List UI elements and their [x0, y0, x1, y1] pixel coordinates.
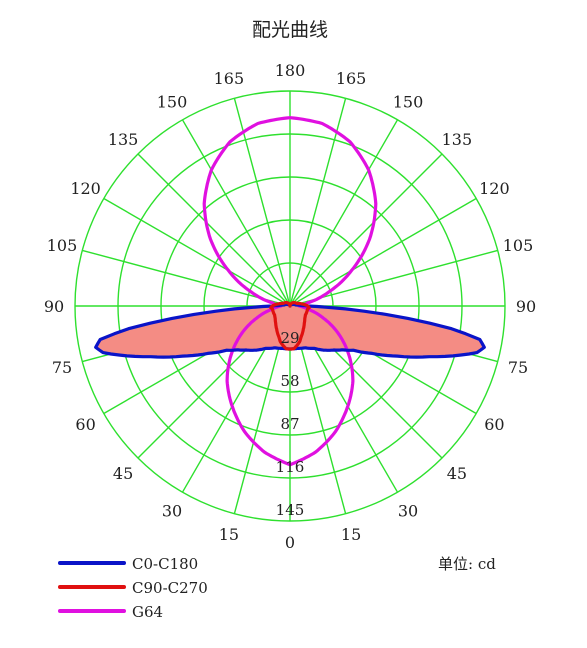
- legend-label: G64: [132, 603, 163, 621]
- ring-label: 87: [280, 415, 299, 433]
- grid-spoke: [137, 153, 291, 307]
- unit-label: 单位: cd: [438, 555, 496, 573]
- angle-label: 30: [162, 501, 182, 520]
- angle-label: 120: [479, 179, 510, 198]
- angle-label: 45: [113, 464, 133, 483]
- grid-spoke: [289, 197, 477, 307]
- angle-label: 120: [70, 179, 101, 198]
- angle-label: 135: [442, 130, 473, 149]
- grid-spoke: [289, 98, 347, 307]
- angle-label: 105: [47, 236, 78, 255]
- angle-label: 15: [341, 525, 361, 544]
- grid-spoke: [289, 249, 498, 307]
- angle-label: 90: [44, 297, 64, 316]
- ring-label: 58: [280, 372, 299, 390]
- angle-label: 0: [285, 533, 295, 552]
- angle-label: 60: [484, 415, 504, 434]
- angle-label: 180: [275, 61, 306, 80]
- ring-labels: 29 58 87 116 145: [276, 329, 305, 519]
- legend-label: C90-C270: [132, 579, 208, 597]
- grid-spoke: [233, 98, 291, 307]
- curves: [94, 116, 486, 467]
- grid-spoke: [82, 249, 291, 307]
- angle-label: 75: [508, 358, 528, 377]
- ring-label: 145: [276, 501, 305, 519]
- chart-title: 配光曲线: [252, 19, 328, 41]
- angle-label: 150: [157, 93, 188, 112]
- legend: C0-C180 C90-C270 G64: [58, 555, 208, 621]
- angle-label: 105: [503, 236, 534, 255]
- legend-label: C0-C180: [132, 555, 198, 573]
- angle-label: 165: [214, 69, 245, 88]
- grid-spoke: [289, 153, 443, 307]
- series-line-g64: [202, 116, 378, 467]
- angle-labels: 0 15 30 45 60 75 90 105 120 135 150 165 180 15 30 45 60 7…: [44, 61, 536, 552]
- grid-spoke: [181, 119, 291, 307]
- angle-label: 60: [75, 415, 95, 434]
- angle-label: 45: [447, 464, 467, 483]
- grid-spoke: [289, 119, 399, 307]
- ring-label: 29: [280, 329, 299, 347]
- angle-label: 90: [516, 297, 536, 316]
- angle-label: 150: [393, 93, 424, 112]
- grid-spoke: [103, 197, 291, 307]
- ring-label: 116: [276, 458, 305, 476]
- series-line-c90-c270: [269, 301, 311, 351]
- angle-label: 30: [398, 501, 418, 520]
- angle-label: 15: [219, 525, 239, 544]
- angle-label: 165: [336, 69, 367, 88]
- angle-label: 75: [52, 358, 72, 377]
- angle-label: 135: [108, 130, 139, 149]
